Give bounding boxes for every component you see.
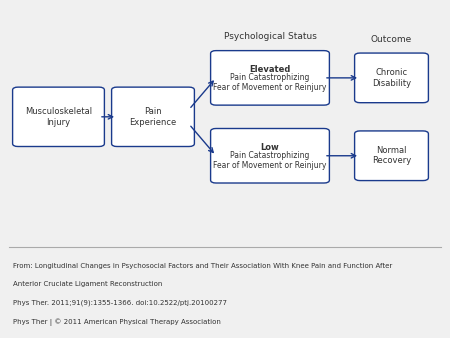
FancyBboxPatch shape	[355, 53, 428, 103]
Text: Chronic
Disability: Chronic Disability	[372, 68, 411, 88]
FancyBboxPatch shape	[355, 131, 428, 180]
FancyBboxPatch shape	[13, 87, 104, 146]
Text: Pain Catastrophizing
Fear of Movement or Reinjury: Pain Catastrophizing Fear of Movement or…	[213, 151, 327, 170]
Text: Elevated: Elevated	[249, 65, 291, 74]
Text: Outcome: Outcome	[371, 35, 412, 44]
Text: Musculoskeletal
Injury: Musculoskeletal Injury	[25, 107, 92, 126]
FancyBboxPatch shape	[112, 87, 194, 146]
Text: Low: Low	[261, 143, 279, 152]
Text: From: Longitudinal Changes in Psychosocial Factors and Their Association With Kn: From: Longitudinal Changes in Psychosoci…	[14, 263, 393, 269]
Text: Phys Ther. 2011;91(9):1355-1366. doi:10.2522/ptj.20100277: Phys Ther. 2011;91(9):1355-1366. doi:10.…	[14, 300, 227, 306]
Text: Pain Catastrophizing
Fear of Movement or Reinjury: Pain Catastrophizing Fear of Movement or…	[213, 73, 327, 92]
Text: Psychological Status: Psychological Status	[224, 32, 316, 41]
FancyBboxPatch shape	[211, 128, 329, 183]
Text: Normal
Recovery: Normal Recovery	[372, 146, 411, 165]
Text: Anterior Cruciate Ligament Reconstruction: Anterior Cruciate Ligament Reconstructio…	[14, 282, 163, 287]
FancyBboxPatch shape	[211, 51, 329, 105]
Text: Phys Ther | © 2011 American Physical Therapy Association: Phys Ther | © 2011 American Physical The…	[14, 318, 221, 325]
Text: Pain
Experience: Pain Experience	[130, 107, 176, 126]
